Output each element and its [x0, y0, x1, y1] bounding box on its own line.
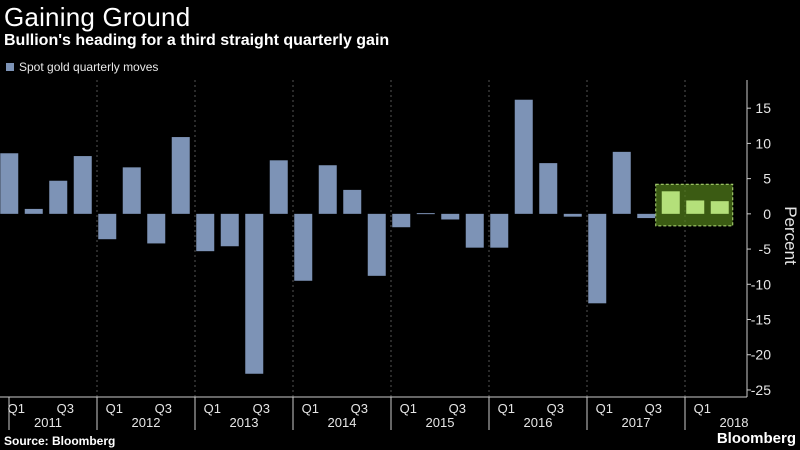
- bar: [49, 180, 68, 214]
- x-tick-label-quarter: Q1: [400, 401, 417, 416]
- bar: [612, 151, 631, 214]
- y-tick-label: -20: [751, 347, 771, 363]
- y-tick-label: -25: [751, 382, 771, 398]
- y-tick-label: -10: [751, 276, 771, 292]
- bar: [514, 99, 533, 214]
- bar: [343, 189, 362, 214]
- x-tick-label-year: 2014: [328, 415, 357, 430]
- bar: [294, 213, 313, 281]
- x-tick-label-quarter: Q3: [645, 401, 662, 416]
- bar: [563, 213, 582, 217]
- x-tick-label-quarter: Q3: [253, 401, 270, 416]
- bar: [73, 156, 92, 214]
- bar: [171, 137, 190, 214]
- bar: [539, 163, 558, 214]
- legend-label: Spot gold quarterly moves: [19, 60, 159, 74]
- x-tick-label-quarter: Q1: [204, 401, 221, 416]
- x-tick-label-quarter: Q1: [8, 401, 25, 416]
- bar: [220, 213, 239, 247]
- bar: [196, 213, 215, 252]
- x-tick-label-quarter: Q1: [106, 401, 123, 416]
- y-axis-label: Percent: [781, 206, 800, 265]
- bar: [637, 213, 656, 219]
- bar: [367, 213, 386, 276]
- x-tick-label-quarter: Q1: [302, 401, 319, 416]
- x-tick-label-year: 2016: [524, 415, 553, 430]
- bar: [318, 165, 337, 214]
- source-note: Source: Bloomberg: [4, 434, 116, 448]
- chart-subtitle: Bullion's heading for a third straight q…: [4, 32, 390, 49]
- x-tick-label-quarter: Q1: [596, 401, 613, 416]
- x-tick-label-year: 2017: [622, 415, 651, 430]
- bar: [465, 213, 484, 248]
- y-tick-label: 5: [763, 171, 771, 187]
- bar: [0, 153, 19, 214]
- x-tick-label-year: 2018: [720, 415, 749, 430]
- legend-swatch: [6, 63, 14, 71]
- bar: [441, 213, 460, 220]
- x-tick-label-quarter: Q3: [547, 401, 564, 416]
- bar: [245, 213, 264, 374]
- x-tick-label-quarter: Q1: [694, 401, 711, 416]
- bar: [98, 213, 117, 240]
- y-tick-label: -15: [751, 312, 771, 328]
- bar: [392, 213, 411, 228]
- chart-title: Gaining Ground: [4, 2, 191, 32]
- bar: [686, 200, 705, 214]
- x-tick-label-quarter: Q3: [155, 401, 172, 416]
- bar: [147, 213, 166, 244]
- x-tick-label-quarter: Q3: [351, 401, 368, 416]
- x-tick-label-year: 2011: [34, 415, 62, 430]
- bar: [490, 213, 509, 248]
- bloomberg-logo: Bloomberg: [716, 430, 796, 447]
- bar: [122, 167, 141, 214]
- x-tick-label-quarter: Q3: [57, 401, 74, 416]
- y-tick-label: -5: [759, 241, 772, 257]
- x-tick-label-quarter: Q3: [449, 401, 466, 416]
- bar: [661, 191, 680, 214]
- bar: [710, 201, 729, 214]
- bar: [416, 213, 435, 215]
- y-tick-label: 15: [755, 100, 771, 116]
- bar: [24, 208, 43, 214]
- x-tick-label-quarter: Q1: [498, 401, 515, 416]
- bar: [588, 213, 607, 304]
- x-tick-label-year: 2012: [132, 415, 161, 430]
- legend: Spot gold quarterly moves: [6, 60, 158, 74]
- bar: [269, 160, 288, 214]
- x-tick-label-year: 2013: [230, 415, 259, 430]
- y-tick-label: 0: [763, 206, 771, 222]
- x-tick-label-year: 2015: [426, 415, 455, 430]
- y-tick-label: 10: [755, 135, 771, 151]
